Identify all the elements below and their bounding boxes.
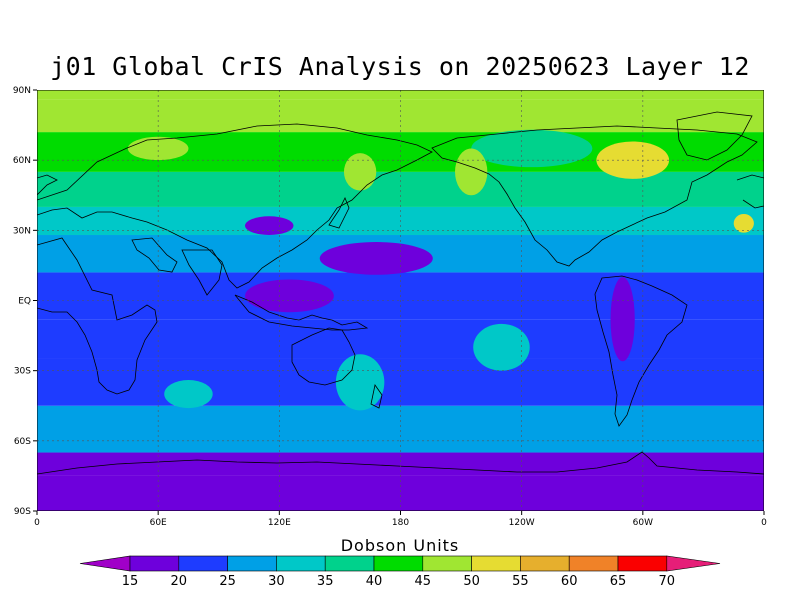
anomaly-blobs [127, 129, 754, 411]
coastline-europe [37, 174, 764, 209]
lon-tick-label-6: 0 [761, 518, 767, 528]
lon-tick-labels: 0 60E 120E 180 120W 60W 0 [34, 511, 767, 528]
anomaly-1 [245, 279, 334, 313]
colorbar-swatch-1 [129, 555, 180, 572]
colorbar-swatch-4 [276, 555, 326, 572]
zonal-band-1 [37, 452, 764, 476]
colorbar-level-3: 30 [268, 574, 285, 589]
anomaly-12 [164, 380, 213, 409]
anomaly-4 [127, 136, 189, 161]
anomaly-3 [610, 277, 635, 362]
colorbar-arrow-high [666, 555, 721, 572]
anomaly-0 [245, 216, 294, 236]
anomaly-7 [471, 129, 593, 168]
map-panel [37, 90, 764, 511]
lon-tick-label-0: 0 [34, 518, 40, 528]
lat-tick-label-4: 30S [14, 367, 31, 377]
colorbar-swatch-2 [178, 555, 228, 572]
lon-tick-label-1: 60E [150, 518, 167, 528]
chart-title: j01 Global CrIS Analysis on 20250623 Lay… [50, 52, 750, 81]
lon-tick-label-5: 60W [633, 518, 653, 528]
colorbar-swatch-6 [373, 555, 424, 572]
colorbar-level-4: 35 [317, 574, 334, 589]
colorbar-level-6: 45 [415, 574, 432, 589]
coastline-australia [291, 327, 356, 386]
graticule [37, 90, 764, 511]
colorbar-level-10: 65 [610, 574, 627, 589]
coastline-north-america [431, 125, 758, 267]
coastline-south-america [594, 275, 688, 427]
colorbar-level-0: 15 [122, 574, 139, 589]
coastlines [37, 111, 764, 475]
lat-tick-label-5: 60S [14, 437, 31, 447]
map-plot [37, 90, 764, 511]
colorbar-swatch-3 [227, 555, 277, 572]
colorbar-swatch-8 [471, 555, 521, 572]
colorbar-swatch-9 [520, 555, 570, 572]
colorbar-swatch-7 [422, 555, 472, 572]
coastline-antarctica [37, 451, 764, 475]
lat-tick-label-0: 90N [13, 86, 31, 96]
colorbar-level-11: 70 [659, 574, 676, 589]
anomaly-9 [343, 153, 377, 191]
colorbar-arrow-low [79, 555, 131, 572]
zonal-band-2 [37, 405, 764, 453]
lat-tick-label-6: 90S [14, 507, 31, 517]
colorbar-title: Dobson Units [340, 536, 460, 555]
anomaly-8 [455, 148, 488, 196]
anomaly-10 [335, 354, 385, 411]
lat-tick-label-1: 60N [13, 156, 31, 166]
colorbar-level-9: 60 [561, 574, 578, 589]
anomaly-2 [319, 242, 433, 275]
anomaly-11 [473, 323, 530, 371]
coastline-arabia-india [131, 237, 223, 296]
lat-tick-labels: 90N 60N 30N EQ 30S 60S 90S [13, 86, 37, 517]
coastline-japan [328, 197, 350, 229]
colorbar-level-1: 20 [171, 574, 188, 589]
colorbar: 15 20 25 30 35 40 45 50 55 60 65 70 [79, 555, 721, 589]
coastline-africa [37, 237, 158, 395]
colorbar-swatch-11 [617, 555, 668, 572]
zonal-band-11 [37, 90, 764, 100]
lat-tick-label-2: 30N [13, 226, 31, 236]
lon-tick-label-3: 180 [392, 518, 409, 528]
lat-tick-label-3: EQ [18, 297, 31, 307]
coastline-new-zealand [370, 384, 383, 409]
anomaly-6 [733, 213, 754, 233]
colorbar-level-8: 55 [512, 574, 529, 589]
coastline-eurasia [37, 123, 433, 289]
coastline-indonesia [234, 294, 369, 331]
lon-tick-label-4: 120W [509, 518, 535, 528]
colorbar-level-5: 40 [366, 574, 383, 589]
colorbar-level-7: 50 [463, 574, 480, 589]
colorbar-swatch-10 [568, 555, 619, 572]
coastline-greenland [676, 111, 753, 161]
lon-tick-label-2: 120E [268, 518, 291, 528]
colorbar-level-2: 25 [219, 574, 236, 589]
colorbar-swatch-5 [324, 555, 375, 572]
